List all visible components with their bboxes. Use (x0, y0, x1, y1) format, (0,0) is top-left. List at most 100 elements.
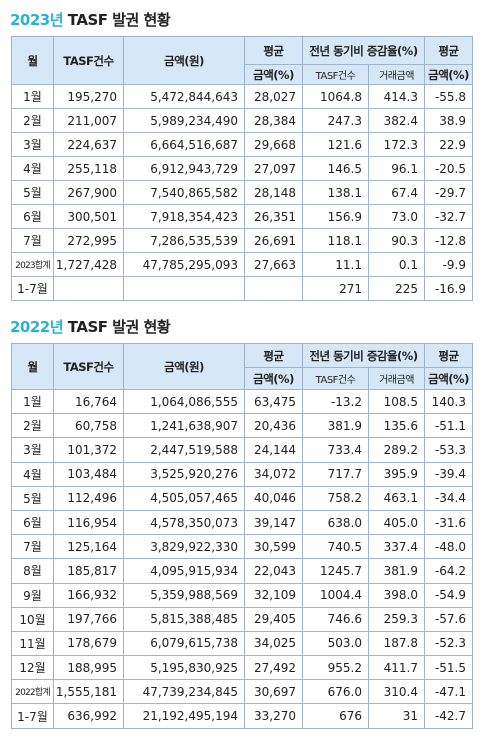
header-amount: 금액(원) (123, 36, 245, 85)
cell-month: 9월 (11, 582, 54, 608)
cell-yoy-count: 121.6 (302, 132, 369, 157)
cell-amount: 4,578,350,073 (123, 509, 245, 536)
title-2022: 2022년 TASF 발권 현황 (10, 316, 171, 337)
cell-yoy-count: 676 (302, 703, 369, 729)
cell-amount: 6,912,943,729 (123, 156, 245, 181)
cell-avg-amount: 34,025 (244, 630, 303, 657)
cell-avg-pct: 38.9 (424, 108, 473, 133)
cell-yoy-amount: 0.1 (368, 252, 425, 277)
cell-count: 211,007 (53, 108, 124, 133)
cell-amount: 2,447,519,588 (123, 437, 245, 463)
cell-amount: 5,815,388,485 (123, 606, 245, 632)
table-row: 12월 188,995 5,195,830,925 27,492 955.2 411.7-… (11, 655, 473, 681)
cell-amount: 5,195,830,925 (123, 655, 245, 681)
cell-avg-pct: -12.8 (424, 228, 473, 253)
cell-yoy-count: 758.2 (302, 485, 369, 511)
cell-avg-amount: 63,475 (244, 388, 303, 415)
cell-yoy-amount: 405.0 (368, 509, 425, 536)
cell-month: 7월 (11, 228, 54, 253)
cell-count: 1,727,428 (53, 252, 124, 277)
cell-amount: 21,192,495,194 (123, 703, 245, 729)
cell-yoy-amount: 96.1 (368, 156, 425, 181)
table-row: 9월 166,932 5,359,988,569 32,109 1004.4 398.0-… (11, 582, 473, 608)
cell-month: 1월 (11, 388, 54, 415)
cell-count: 125,164 (53, 534, 124, 560)
cell-yoy-count: 381.9 (302, 413, 369, 439)
table-row: 1-7월 271 225 -16.9 (11, 276, 473, 301)
cell-avg-amount: 30,599 (244, 534, 303, 560)
cell-avg-pct: -64.2 (424, 558, 473, 584)
header-amount: 금액(원) (123, 343, 245, 390)
cell-count: 16,764 (53, 388, 124, 415)
header-avg-line2: 금액(%) (244, 367, 303, 390)
table-row: 7월 272,995 7,286,535,539 26,691 118.1 90.3 -12… (11, 228, 473, 253)
cell-avg-amount: 27,492 (244, 655, 303, 681)
cell-amount: 7,286,535,539 (123, 228, 245, 253)
cell-count: 112,496 (53, 485, 124, 511)
cell-month: 6월 (11, 509, 54, 536)
cell-avg-amount: 29,405 (244, 606, 303, 632)
cell-avg-pct: -54.9 (424, 582, 473, 608)
cell-yoy-count: 11.1 (302, 252, 369, 277)
cell-avg-pct: -55.8 (424, 84, 473, 109)
cell-yoy-amount: 187.8 (368, 630, 425, 657)
cell-yoy-count: 638.0 (302, 509, 369, 536)
cell-month: 4월 (11, 156, 54, 181)
title-2022-rest: TASF 발권 현황 (63, 318, 171, 336)
title-2023-year: 2023년 (10, 11, 64, 29)
cell-avg-amount: 33,270 (244, 703, 303, 729)
cell-yoy-amount: 135.6 (368, 413, 425, 439)
cell-yoy-amount: 382.4 (368, 108, 425, 133)
header-avg-line1: 평균 (244, 36, 303, 65)
header-yoy-amount: 거래금액 (368, 367, 425, 390)
cell-month: 6월 (11, 204, 54, 229)
cell-month: 4월 (11, 461, 54, 487)
cell-avg-amount: 24,144 (244, 437, 303, 463)
cell-amount: 1,064,086,555 (123, 388, 245, 415)
cell-count: 166,932 (53, 582, 124, 608)
cell-count: 60,758 (53, 413, 124, 439)
cell-yoy-amount: 67.4 (368, 180, 425, 205)
cell-yoy-count: 271 (302, 276, 369, 301)
cell-count: 116,954 (53, 509, 124, 536)
table-row: 4월 255,118 6,912,943,729 27,097 146.5 96.1 -20… (11, 156, 473, 181)
header-yoy-count: TASF건수 (302, 367, 369, 390)
table-row: 6월 116,954 4,578,350,073 39,147 638.0 405.0 -3… (11, 509, 473, 536)
cell-avg-pct: 22.9 (424, 132, 473, 157)
cell-yoy-count: 676.0 (302, 679, 369, 705)
table-2023: 월 TASF건수 금액(원) 평균 전년 동기비 증감율(%) 평균 금액(%)… (11, 36, 473, 301)
header-avg2-line2: 금액(%) (424, 367, 473, 390)
cell-count: 188,995 (53, 655, 124, 681)
table-row: 2월 60,758 1,241,638,907 20,436 381.9 135.6 -51… (11, 413, 473, 439)
cell-yoy-amount: 463.1 (368, 485, 425, 511)
table-row: 1월 195,270 5,472,844,643 28,027 1064.8 414.3-… (11, 84, 473, 109)
cell-yoy-count: 1004.4 (302, 582, 369, 608)
cell-amount: 5,359,988,569 (123, 582, 245, 608)
cell-avg-amount: 26,351 (244, 204, 303, 229)
table-row: 3월 224,637 6,664,516,687 29,668 121.6 172.3 22… (11, 132, 473, 157)
cell-count: 197,766 (53, 606, 124, 632)
cell-avg-pct: -34.4 (424, 485, 473, 511)
cell-yoy-amount: 108.5 (368, 388, 425, 415)
title-2022-year: 2022년 (10, 318, 64, 336)
cell-yoy-amount: 337.4 (368, 534, 425, 560)
cell-avg-pct: -52.3 (424, 630, 473, 657)
cell-month: 1-7월 (11, 276, 54, 301)
cell-yoy-count: 955.2 (302, 655, 369, 681)
cell-count (53, 276, 124, 301)
header-yoy: 전년 동기비 증감율(%) (302, 36, 425, 65)
cell-yoy-count: -13.2 (302, 388, 369, 415)
cell-count: 178,679 (53, 630, 124, 657)
table-row: 2월 211,007 5,989,234,490 28,384 247.3 382.4 38… (11, 108, 473, 133)
cell-count: 103,484 (53, 461, 124, 487)
header-month: 월 (11, 343, 54, 390)
cell-avg-pct: -29.7 (424, 180, 473, 205)
table-row: 2022합계 1,555,181 47,739,234,845 30,697 676.0… (11, 679, 473, 705)
cell-count: 300,501 (53, 204, 124, 229)
cell-count: 195,270 (53, 84, 124, 109)
table-row: 2023합계 1,727,428 47,785,295,093 27,663 11.1 0… (11, 252, 473, 277)
cell-count: 224,637 (53, 132, 124, 157)
cell-amount: 47,785,295,093 (123, 252, 245, 277)
cell-amount: 5,472,844,643 (123, 84, 245, 109)
cell-amount: 7,540,865,582 (123, 180, 245, 205)
